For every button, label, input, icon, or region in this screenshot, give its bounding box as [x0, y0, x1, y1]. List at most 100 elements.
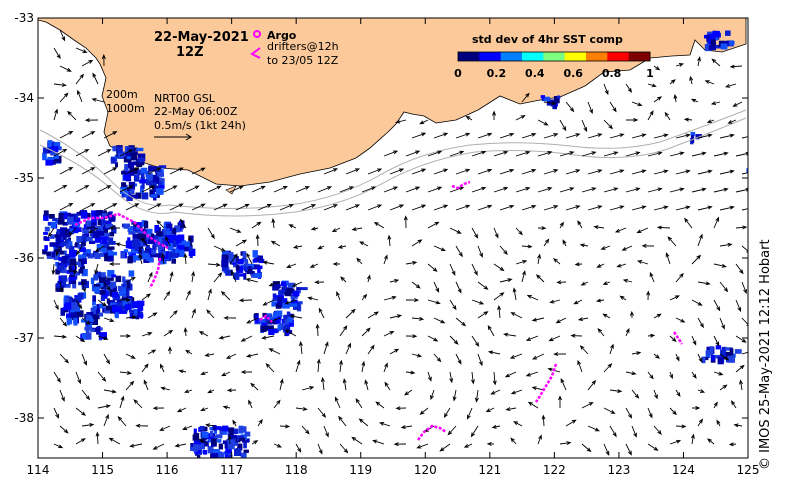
sst-pixel [99, 332, 107, 340]
sst-pixel [137, 304, 143, 312]
current-arrow [675, 424, 687, 429]
current-arrow [521, 270, 526, 283]
colorbar-tick-label: 0.2 [487, 67, 507, 80]
current-arrow [587, 425, 600, 432]
sst-pixel [111, 274, 117, 278]
current-arrow [188, 235, 193, 247]
sst-pixel [73, 318, 78, 326]
colorbar-segment [458, 52, 480, 61]
sst-pixel [178, 240, 186, 248]
drifter-track [417, 424, 447, 441]
current-arrow [361, 293, 368, 301]
current-arrow [603, 187, 619, 193]
sst-pixel [721, 346, 727, 351]
current-arrow [366, 274, 371, 283]
sst-pixel [138, 313, 144, 318]
current-arrow [84, 118, 99, 123]
sst-pixel [90, 329, 95, 333]
current-arrow [691, 254, 702, 265]
sst-pixel [178, 220, 185, 228]
current-arrow [499, 168, 515, 175]
current-arrow [91, 97, 105, 103]
sst-pixel [291, 288, 295, 293]
current-arrow [433, 353, 442, 363]
sst-pixel [123, 249, 129, 253]
current-arrow [251, 221, 262, 229]
current-arrow [477, 204, 493, 211]
current-arrow [411, 239, 423, 247]
map-time: 12Z [176, 45, 204, 60]
current-arrow [207, 389, 215, 394]
current-arrow [383, 362, 388, 373]
current-arrow [405, 186, 421, 193]
current-arrow [286, 263, 297, 268]
sst-pixel [709, 346, 714, 353]
current-arrow [94, 245, 105, 253]
current-arrow [683, 117, 693, 122]
current-arrow [261, 335, 275, 340]
current-arrow [433, 168, 449, 175]
current-arrow [301, 204, 317, 211]
sst-pixel [695, 134, 702, 139]
current-arrow [257, 204, 272, 211]
colorbar-ticks: 0 0.2 0.4 0.6 0.8 1 [454, 67, 654, 80]
sst-pixel [64, 284, 71, 288]
current-arrow [719, 169, 735, 175]
current-arrow [504, 371, 517, 378]
lat-tick-label: -35 [14, 171, 34, 185]
current-arrow [527, 401, 539, 409]
current-arrow [675, 389, 681, 398]
sst-pixel [99, 289, 106, 295]
current-arrow [713, 187, 729, 193]
sst-pixel [262, 312, 267, 318]
lat-tick-label: -37 [14, 331, 34, 345]
sst-pixel [106, 305, 114, 311]
sst-pixel [141, 182, 145, 189]
current-arrow [53, 83, 67, 87]
current-arrow [103, 389, 117, 394]
sst-pixel [85, 328, 90, 335]
current-arrow [358, 418, 369, 427]
current-arrow [356, 257, 363, 265]
lon-tick-label: 125 [737, 463, 760, 477]
current-arrow [609, 133, 625, 139]
sst-pixel [711, 355, 715, 361]
sst-pixel [244, 262, 249, 267]
sst-pixel [725, 347, 733, 351]
current-arrow [163, 185, 178, 193]
current-arrow [147, 349, 157, 355]
sst-pixel [124, 146, 128, 153]
current-arrow [141, 332, 153, 337]
current-arrow [340, 276, 347, 283]
current-arrow [59, 281, 64, 293]
current-arrow [732, 101, 743, 107]
current-arrow [609, 425, 617, 438]
sst-pixel [287, 284, 292, 288]
sst-pixel [66, 313, 70, 319]
current-arrow [443, 407, 451, 418]
sst-pixel [150, 194, 158, 198]
sst-pixel [236, 266, 244, 274]
sst-pixel [128, 231, 136, 235]
sst-pixel [229, 428, 234, 436]
sst-pixel [133, 255, 137, 260]
current-arrow [669, 407, 677, 416]
sst-pixel [69, 228, 74, 235]
sst-pixel [192, 434, 199, 441]
sst-pixel [222, 425, 229, 432]
sst-pixel [225, 448, 232, 454]
sst-pixel [61, 257, 68, 264]
current-arrow [449, 186, 465, 193]
sst-pixel [723, 351, 731, 359]
current-arrow [159, 425, 171, 431]
sst-pixel [158, 165, 167, 169]
sst-pixel [126, 155, 134, 160]
sst-pixel [43, 210, 49, 216]
current-arrow [279, 378, 284, 391]
sst-pixel [66, 317, 70, 326]
current-arrow [577, 359, 583, 373]
drifter-track [148, 257, 162, 289]
current-arrow [403, 389, 413, 396]
current-arrow [288, 224, 297, 229]
current-arrow [342, 378, 347, 391]
